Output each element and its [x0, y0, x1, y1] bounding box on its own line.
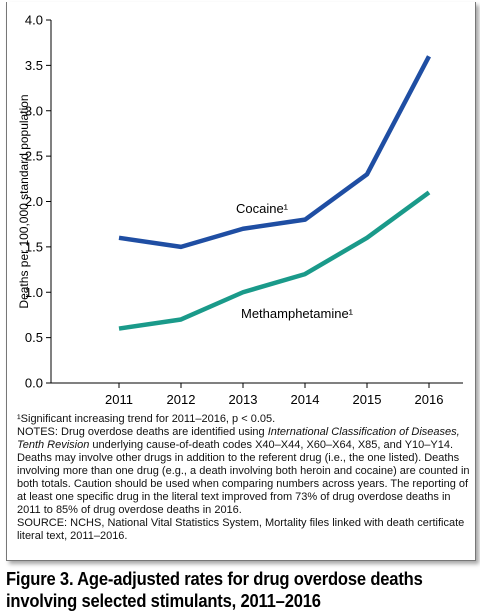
- y-tick-label: 1.0: [25, 285, 43, 300]
- x-tick-label: 2011: [105, 392, 133, 407]
- figure-panel: Deaths per 100,000 standard population 0…: [6, 2, 476, 561]
- figure-caption: Figure 3. Age-adjusted rates for drug ov…: [6, 568, 438, 612]
- x-tick-label: 2012: [167, 392, 196, 407]
- y-tick-label: 3.0: [25, 103, 43, 118]
- y-tick-label: 0.0: [25, 376, 43, 391]
- series-label: Cocaine¹: [236, 201, 289, 216]
- series-layer: [119, 56, 429, 328]
- y-tick-label: 0.5: [25, 330, 43, 345]
- series-line: [119, 56, 429, 247]
- caption-line-1: Figure 3. Age-adjusted rates for drug ov…: [6, 568, 438, 590]
- y-tick-label: 4.0: [25, 13, 43, 28]
- y-tick-label: 2.5: [25, 149, 43, 164]
- line-chart: Deaths per 100,000 standard population 0…: [7, 2, 475, 412]
- series-label: Methamphetamine¹: [241, 306, 354, 321]
- y-tick-label: 2.0: [25, 194, 43, 209]
- caption-line-2: involving selected stimulants, 2011–2016: [6, 590, 438, 612]
- footnote-significant: ¹Significant increasing trend for 2011–2…: [17, 413, 473, 426]
- footnote-source: SOURCE: NCHS, National Vital Statistics …: [17, 517, 473, 543]
- x-tick-label: 2016: [415, 392, 444, 407]
- source-text: SOURCE: NCHS, National Vital Statistics …: [17, 517, 464, 542]
- notes-prefix: NOTES: Drug overdose deaths are identifi…: [17, 426, 268, 438]
- footnote-significant-text: ¹Significant increasing trend for 2011–2…: [17, 413, 275, 425]
- x-tick-label: 2013: [229, 392, 258, 407]
- y-tick-label: 3.5: [25, 58, 43, 73]
- x-tick-label: 2015: [353, 392, 382, 407]
- footnote-notes: NOTES: Drug overdose deaths are identifi…: [17, 426, 473, 517]
- y-tick-label: 1.5: [25, 239, 43, 254]
- x-tick-label: 2014: [291, 392, 320, 407]
- footnotes: ¹Significant increasing trend for 2011–2…: [17, 413, 473, 543]
